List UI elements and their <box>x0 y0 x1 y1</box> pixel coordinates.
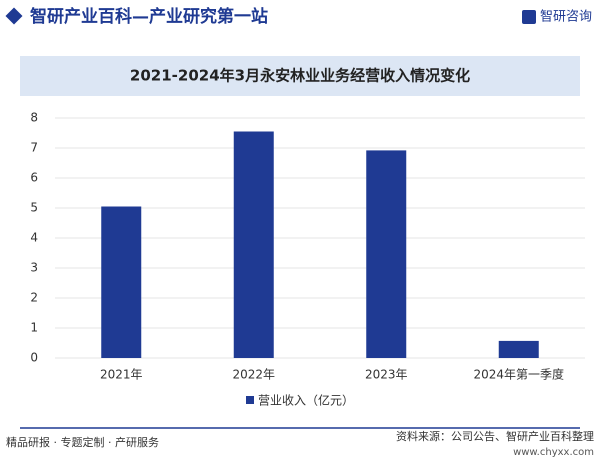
bar <box>498 340 539 358</box>
y-tick-label: 3 <box>30 261 38 275</box>
legend-swatch <box>246 396 254 404</box>
y-tick-label: 6 <box>30 171 38 185</box>
logo-text: 智研咨询 <box>540 10 592 25</box>
y-tick-label: 7 <box>30 141 38 155</box>
x-tick-label: 2024年第一季度 <box>473 367 564 382</box>
footer-source: 资料来源：公司公告、智研产业百科整理 <box>396 429 594 443</box>
bar <box>233 131 274 358</box>
logo-icon <box>522 10 536 24</box>
footer-url: www.chyxx.com <box>513 447 594 458</box>
bar <box>366 150 407 358</box>
bar <box>101 206 142 358</box>
legend-label: 营业收入（亿元） <box>258 393 354 408</box>
y-tick-label: 0 <box>30 351 38 365</box>
y-tick-label: 5 <box>30 201 38 215</box>
title-band <box>20 56 580 96</box>
footer-left: 精品研报 · 专题定制 · 产研服务 <box>6 435 159 449</box>
y-tick-label: 4 <box>30 231 38 245</box>
y-tick-label: 1 <box>30 321 38 335</box>
header-icon <box>5 7 23 25</box>
chart-title: 2021-2024年3月永安林业业务经营收入情况变化 <box>130 67 470 85</box>
y-tick-label: 2 <box>30 291 38 305</box>
y-tick-label: 8 <box>30 111 38 125</box>
x-tick-label: 2023年 <box>365 368 408 382</box>
x-tick-label: 2021年 <box>100 368 143 382</box>
x-tick-label: 2022年 <box>232 368 275 382</box>
header-title: 智研产业百科—产业研究第一站 <box>30 6 268 27</box>
